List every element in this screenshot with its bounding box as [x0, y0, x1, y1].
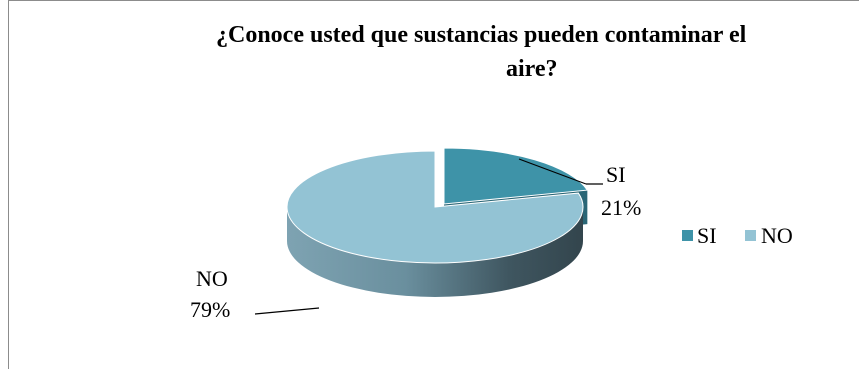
chart-legend: SI NO — [682, 223, 793, 248]
data-label-no-category: NO — [196, 266, 228, 291]
chart-frame: ¿Conoce usted que sustancias pueden cont… — [8, 0, 859, 369]
legend-swatch-no — [745, 230, 756, 241]
pie-slice-si — [443, 147, 589, 205]
label-leader-no — [254, 307, 320, 315]
data-label-si-category: SI — [606, 162, 626, 187]
legend-swatch-si — [682, 230, 693, 241]
legend-label-si: SI — [697, 223, 717, 248]
pie-slice-no — [286, 150, 584, 264]
data-label-si-value: 21% — [601, 195, 641, 220]
data-label-no-value: 79% — [190, 297, 230, 322]
pie-chart: ¿Conoce usted que sustancias pueden cont… — [190, 22, 793, 322]
chart-title-line-1: ¿Conoce usted que sustancias pueden cont… — [216, 22, 747, 48]
legend-label-no: NO — [761, 223, 793, 248]
pie-slices — [286, 147, 589, 297]
label-leader-si — [518, 158, 587, 185]
pie-side-no — [287, 207, 583, 297]
chart-title-line-2: aire? — [506, 56, 558, 82]
